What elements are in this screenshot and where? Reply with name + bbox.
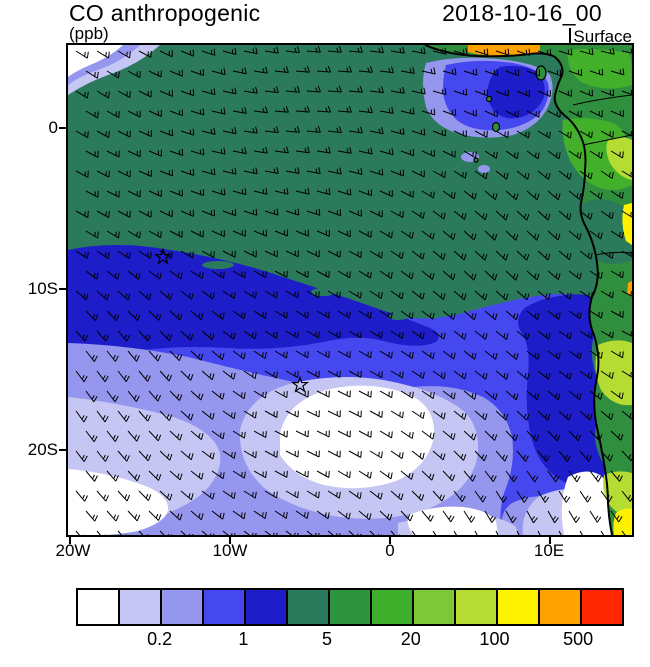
colorbar-cell <box>78 590 118 624</box>
co-field-white-minimum <box>68 385 612 535</box>
colorbar-cell <box>580 590 622 624</box>
frame-tick <box>569 28 571 44</box>
x-tick-label: 10W <box>212 541 248 560</box>
colorbar-cell <box>202 590 244 624</box>
island-bioko <box>535 65 547 81</box>
star-marker-1 <box>153 247 173 265</box>
colorbar-label: 1 <box>238 629 249 649</box>
colorbar-cell <box>538 590 580 624</box>
colorbar-cell <box>328 590 370 624</box>
colorbar-cell <box>412 590 454 624</box>
colorbar-cell <box>496 590 538 624</box>
x-tick-label: 10E <box>533 541 565 560</box>
y-tick-label: 20S <box>27 440 58 459</box>
plot-datetime: 2018-10-16_00 <box>442 0 602 26</box>
star-marker-2 <box>290 375 310 393</box>
colorbar-label: 500 <box>563 629 594 649</box>
y-axis-tick <box>59 288 66 290</box>
map-plot-frame <box>66 43 634 537</box>
plot-level-label: Surface <box>573 27 632 46</box>
colorbar-cell <box>244 590 286 624</box>
wind-barbs-layer <box>75 45 632 535</box>
island-sao-tome <box>491 121 501 133</box>
star-markers <box>153 247 310 393</box>
island-principe <box>485 95 493 103</box>
y-axis-tick <box>59 449 66 451</box>
y-tick-label: 0 <box>48 118 58 137</box>
plot-title: CO anthropogenic <box>69 0 261 26</box>
colorbar-labels: 0.2 1 5 20 100 500 <box>76 629 620 653</box>
x-tick-label: 20W <box>55 541 91 560</box>
colorbar-label: 20 <box>400 629 421 649</box>
colorbar <box>76 588 624 626</box>
colorbar-cell <box>286 590 328 624</box>
map-canvas <box>68 45 632 535</box>
x-tick-label: 0 <box>385 541 395 560</box>
x-axis-tick <box>389 537 391 544</box>
x-axis-tick <box>229 537 231 544</box>
colorbar-label: 0.2 <box>147 629 173 649</box>
coastline-path <box>424 45 613 535</box>
y-axis-tick <box>59 127 66 129</box>
island-annobon <box>473 157 479 163</box>
colorbar-cell <box>370 590 412 624</box>
x-axis-tick <box>69 537 71 544</box>
co-field-navy-band-west <box>68 244 439 353</box>
colorbar-cell <box>454 590 496 624</box>
colorbar-cell <box>118 590 160 624</box>
colorbar-label: 100 <box>479 629 510 649</box>
contour-texture <box>202 261 408 320</box>
co-field-navy-band-coastal <box>518 294 607 490</box>
colorbar-cell <box>160 590 202 624</box>
y-tick-label: 10S <box>27 279 58 298</box>
x-axis-tick <box>549 537 551 544</box>
plot-units-label: (ppb) <box>69 24 109 43</box>
colorbar-label: 5 <box>322 629 333 649</box>
